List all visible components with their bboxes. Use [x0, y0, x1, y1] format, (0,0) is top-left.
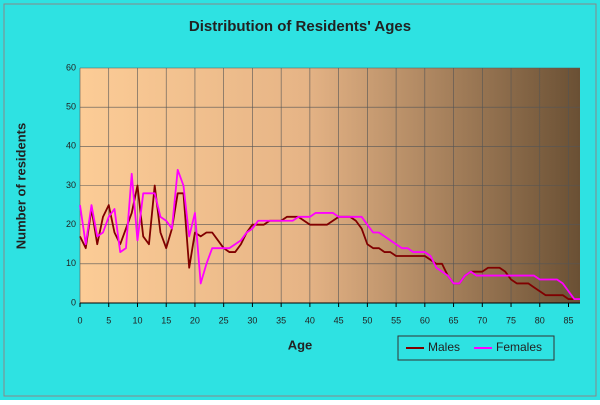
x-tick-label: 50: [362, 315, 372, 325]
x-tick-label: 35: [276, 315, 286, 325]
x-tick-label: 0: [77, 315, 82, 325]
x-axis-label: Age: [288, 337, 313, 352]
x-tick-label: 70: [477, 315, 487, 325]
y-tick-label: 30: [66, 180, 76, 190]
x-tick-label: 45: [334, 315, 344, 325]
x-tick-label: 15: [161, 315, 171, 325]
x-tick-label: 25: [219, 315, 229, 325]
x-tick-label: 65: [449, 315, 459, 325]
x-tick-label: 40: [305, 315, 315, 325]
x-tick-label: 5: [106, 315, 111, 325]
y-tick-label: 60: [66, 62, 76, 72]
y-tick-label: 20: [66, 219, 76, 229]
series-line: [79, 184, 580, 300]
y-axis-label: Number of residents: [13, 123, 28, 249]
frame: [3, 3, 597, 397]
legend-label: Males: [428, 340, 460, 354]
x-tick-label: 75: [506, 315, 516, 325]
x-tick-label: 85: [563, 315, 573, 325]
y-tick-label: 40: [66, 141, 76, 151]
y-tick-label: 10: [66, 258, 76, 268]
x-tick-label: 20: [190, 315, 200, 325]
y-tick-label: 50: [66, 102, 76, 112]
x-tick-label: 80: [535, 315, 545, 325]
chart-title: Distribution of Residents' Ages: [189, 18, 411, 35]
y-tick-label: 0: [71, 297, 76, 307]
series-line: [79, 168, 580, 300]
x-tick-label: 10: [132, 315, 142, 325]
x-tick-label: 60: [420, 315, 430, 325]
legend-label: Females: [496, 340, 542, 354]
x-tick-label: 55: [391, 315, 401, 325]
x-tick-label: 30: [247, 315, 257, 325]
